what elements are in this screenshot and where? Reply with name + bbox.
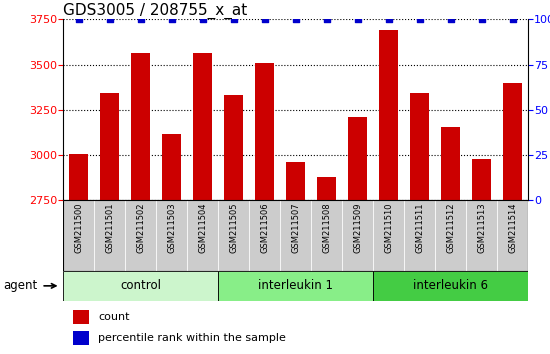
Bar (466, 200, 497, 271)
Bar (287, 162, 305, 354)
Point (106, 17, 114, 22)
Bar (94, 200, 125, 271)
Bar (73, 310, 89, 324)
Bar (63, 271, 218, 301)
Bar (348, 117, 367, 354)
Bar (69, 154, 88, 354)
Point (136, 17, 145, 22)
Text: GSM211508: GSM211508 (322, 202, 331, 253)
Bar (441, 127, 460, 354)
Bar (373, 271, 528, 301)
Text: agent: agent (3, 279, 37, 292)
Bar (280, 200, 311, 271)
Bar (317, 177, 336, 354)
Bar (435, 200, 466, 271)
Text: GSM211500: GSM211500 (74, 202, 83, 253)
Bar (472, 159, 491, 354)
Bar (218, 200, 249, 271)
Bar (63, 200, 94, 271)
Bar (410, 93, 429, 354)
Bar (342, 200, 373, 271)
Point (508, 17, 517, 22)
Bar (379, 30, 398, 354)
Text: percentile rank within the sample: percentile rank within the sample (98, 333, 286, 343)
Bar (224, 95, 243, 354)
Text: interleukin 6: interleukin 6 (413, 279, 488, 292)
Bar (125, 200, 156, 271)
Text: GSM211506: GSM211506 (260, 202, 269, 253)
Bar (404, 200, 435, 271)
Point (292, 17, 300, 22)
Bar (497, 200, 528, 271)
Text: GSM211505: GSM211505 (229, 202, 238, 253)
Point (260, 17, 269, 22)
Text: GSM211502: GSM211502 (136, 202, 145, 253)
Text: interleukin 1: interleukin 1 (258, 279, 333, 292)
Text: GSM211511: GSM211511 (415, 202, 424, 253)
Bar (194, 53, 212, 354)
Bar (162, 134, 181, 354)
Text: GSM211512: GSM211512 (446, 202, 455, 253)
Bar (218, 271, 373, 301)
Point (74, 17, 83, 22)
Point (322, 17, 331, 22)
Point (477, 17, 486, 22)
Text: GSM211514: GSM211514 (508, 202, 517, 253)
Point (167, 17, 176, 22)
Bar (255, 63, 274, 354)
Bar (249, 200, 280, 271)
Text: count: count (98, 312, 130, 322)
Bar (131, 53, 150, 354)
Text: GDS3005 / 208755_x_at: GDS3005 / 208755_x_at (63, 3, 248, 19)
Bar (187, 200, 218, 271)
Point (446, 17, 455, 22)
Text: GSM211504: GSM211504 (198, 202, 207, 253)
Text: control: control (120, 279, 161, 292)
Point (229, 17, 238, 22)
Point (384, 17, 393, 22)
Bar (73, 331, 89, 345)
Bar (156, 200, 187, 271)
Text: GSM211510: GSM211510 (384, 202, 393, 253)
Text: GSM211501: GSM211501 (105, 202, 114, 253)
Text: GSM211513: GSM211513 (477, 202, 486, 253)
Bar (311, 200, 342, 271)
Point (415, 17, 424, 22)
Bar (503, 82, 522, 354)
Text: GSM211503: GSM211503 (167, 202, 176, 253)
Point (198, 17, 207, 22)
Bar (101, 93, 119, 354)
Bar (373, 200, 404, 271)
Point (353, 17, 362, 22)
Text: GSM211509: GSM211509 (353, 202, 362, 253)
Text: GSM211507: GSM211507 (291, 202, 300, 253)
